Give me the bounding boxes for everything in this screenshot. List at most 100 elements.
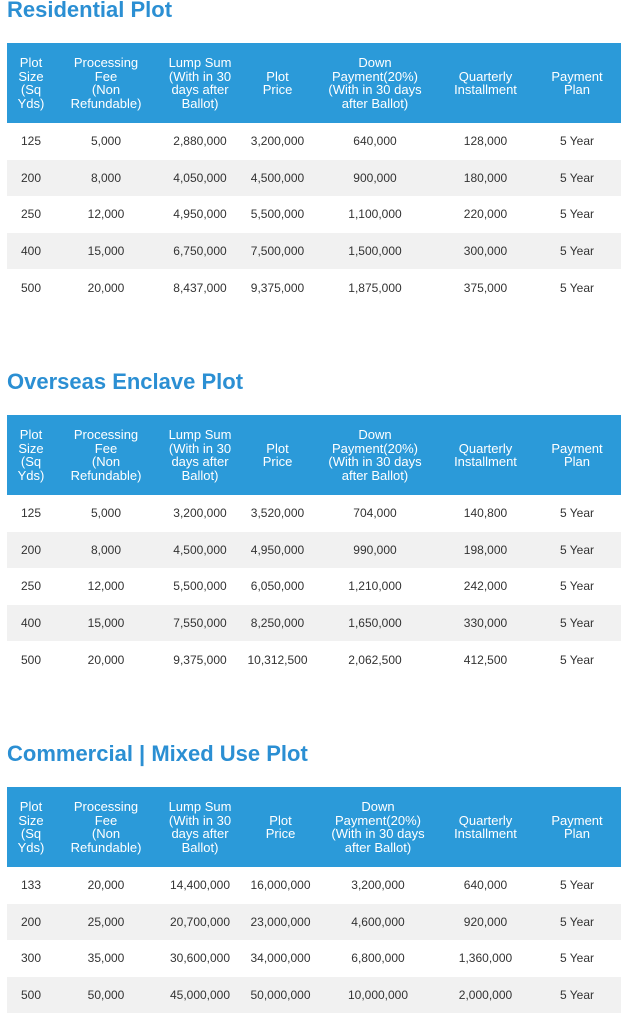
cell-quarterly-installment: 1,360,000 — [438, 940, 533, 977]
cell-processing-fee: 15,000 — [55, 604, 157, 642]
cell-plot-size: 133 — [7, 867, 55, 904]
cell-processing-fee: 12,000 — [55, 568, 157, 605]
table-row: 125 5,000 3,200,000 3,520,000 704,000 140,800… — [7, 495, 621, 532]
cell-payment-plan: 5 Year — [533, 269, 621, 306]
cell-lump-sum: 8,437,000 — [157, 269, 243, 306]
cell-plot-price: 3,200,000 — [243, 123, 312, 160]
cell-processing-fee: 20,000 — [55, 641, 157, 678]
cell-payment-plan: 5 Year — [533, 940, 621, 977]
cell-quarterly-installment: 330,000 — [438, 604, 533, 642]
cell-plot-price: 34,000,000 — [243, 940, 318, 977]
cell-plot-size: 125 — [7, 495, 55, 532]
col-header-down-payment: Down Payment(20%) (With in 30 days after… — [318, 787, 438, 867]
col-header-down-payment: Down Payment(20%) (With in 30 days after… — [312, 415, 438, 495]
col-header-quarterly-installment: Quarterly Installment — [438, 415, 533, 495]
table-row: 250 12,000 4,950,000 5,500,000 1,100,000 220,… — [7, 196, 621, 233]
cell-lump-sum: 14,400,000 — [157, 867, 243, 904]
cell-plot-size: 125 — [7, 123, 55, 160]
cell-down-payment: 1,100,000 — [312, 196, 438, 233]
cell-down-payment: 3,200,000 — [318, 867, 438, 904]
cell-quarterly-installment: 128,000 — [438, 123, 533, 160]
col-header-payment-plan: Payment Plan — [533, 787, 621, 867]
col-header-lump-sum: Lump Sum (With in 30 days after Ballot) — [157, 415, 243, 495]
cell-payment-plan: 5 Year — [533, 604, 621, 642]
cell-processing-fee: 5,000 — [55, 495, 157, 532]
cell-payment-plan: 5 Year — [533, 903, 621, 941]
cell-processing-fee: 8,000 — [55, 159, 157, 197]
table-row: 500 20,000 9,375,000 10,312,500 2,062,500 412… — [7, 641, 621, 678]
cell-payment-plan: 5 Year — [533, 531, 621, 569]
table-row: 200 8,000 4,500,000 4,950,000 990,000 198,000… — [7, 531, 621, 569]
cell-payment-plan: 5 Year — [533, 196, 621, 233]
col-header-lump-sum: Lump Sum (With in 30 days after Ballot) — [157, 43, 243, 123]
col-header-processing-fee: Processing Fee (Non Refundable) — [55, 43, 157, 123]
cell-down-payment: 10,000,000 — [318, 976, 438, 1014]
cell-lump-sum: 45,000,000 — [157, 976, 243, 1014]
cell-lump-sum: 5,500,000 — [157, 568, 243, 605]
cell-plot-size: 500 — [7, 976, 55, 1014]
table-header-row: Plot Size (Sq Yds) Processing Fee (Non R… — [7, 43, 621, 123]
cell-plot-size: 250 — [7, 568, 55, 605]
cell-lump-sum: 7,550,000 — [157, 604, 243, 642]
cell-lump-sum: 4,950,000 — [157, 196, 243, 233]
cell-quarterly-installment: 375,000 — [438, 269, 533, 306]
cell-plot-size: 300 — [7, 940, 55, 977]
cell-plot-price: 23,000,000 — [243, 903, 318, 941]
cell-plot-price: 4,500,000 — [243, 159, 312, 197]
table-header-row: Plot Size (Sq Yds) Processing Fee (Non R… — [7, 415, 621, 495]
table-row: 133 20,000 14,400,000 16,000,000 3,200,000 64… — [7, 867, 621, 904]
overseas-price-table: Plot Size (Sq Yds) Processing Fee (Non R… — [7, 415, 621, 678]
cell-plot-size: 200 — [7, 903, 55, 941]
cell-processing-fee: 12,000 — [55, 196, 157, 233]
cell-processing-fee: 15,000 — [55, 232, 157, 270]
cell-quarterly-installment: 180,000 — [438, 159, 533, 197]
cell-quarterly-installment: 220,000 — [438, 196, 533, 233]
cell-down-payment: 2,062,500 — [312, 641, 438, 678]
table-row: 200 25,000 20,700,000 23,000,000 4,600,000 92… — [7, 903, 621, 941]
cell-plot-size: 250 — [7, 196, 55, 233]
cell-payment-plan: 5 Year — [533, 159, 621, 197]
table-body: 125 5,000 3,200,000 3,520,000 704,000 140,800… — [7, 495, 621, 678]
col-header-quarterly-installment: Quarterly Installment — [438, 787, 533, 867]
cell-plot-size: 500 — [7, 641, 55, 678]
table-row: 500 20,000 8,437,000 9,375,000 1,875,000 375,… — [7, 269, 621, 306]
table-row: 300 35,000 30,600,000 34,000,000 6,800,000 1,… — [7, 940, 621, 977]
cell-quarterly-installment: 920,000 — [438, 903, 533, 941]
cell-payment-plan: 5 Year — [533, 123, 621, 160]
cell-plot-price: 5,500,000 — [243, 196, 312, 233]
cell-lump-sum: 6,750,000 — [157, 232, 243, 270]
col-header-plot-size: Plot Size (Sq Yds) — [7, 43, 55, 123]
cell-lump-sum: 30,600,000 — [157, 940, 243, 977]
table-row: 400 15,000 6,750,000 7,500,000 1,500,000 300,… — [7, 232, 621, 270]
cell-quarterly-installment: 242,000 — [438, 568, 533, 605]
cell-lump-sum: 4,050,000 — [157, 159, 243, 197]
cell-payment-plan: 5 Year — [533, 867, 621, 904]
cell-processing-fee: 20,000 — [55, 269, 157, 306]
table-row: 125 5,000 2,880,000 3,200,000 640,000 128,000… — [7, 123, 621, 160]
cell-plot-price: 6,050,000 — [243, 568, 312, 605]
cell-processing-fee: 25,000 — [55, 903, 157, 941]
cell-payment-plan: 5 Year — [533, 495, 621, 532]
cell-processing-fee: 20,000 — [55, 867, 157, 904]
col-header-payment-plan: Payment Plan — [533, 415, 621, 495]
col-header-plot-price: Plot Price — [243, 415, 312, 495]
section-title: Residential Plot — [7, 0, 173, 22]
cell-down-payment: 1,500,000 — [312, 232, 438, 270]
cell-quarterly-installment: 412,500 — [438, 641, 533, 678]
cell-plot-size: 200 — [7, 531, 55, 569]
col-header-lump-sum: Lump Sum (With in 30 days after Ballot) — [157, 787, 243, 867]
table-body: 125 5,000 2,880,000 3,200,000 640,000 128,000… — [7, 123, 621, 306]
table-row: 250 12,000 5,500,000 6,050,000 1,210,000 242,… — [7, 568, 621, 605]
cell-quarterly-installment: 2,000,000 — [438, 976, 533, 1014]
table-row: 500 50,000 45,000,000 50,000,000 10,000,000 2… — [7, 976, 621, 1014]
cell-plot-price: 8,250,000 — [243, 604, 312, 642]
cell-lump-sum: 4,500,000 — [157, 531, 243, 569]
cell-down-payment: 990,000 — [312, 531, 438, 569]
cell-plot-price: 10,312,500 — [243, 641, 312, 678]
cell-processing-fee: 50,000 — [55, 976, 157, 1014]
cell-plot-size: 500 — [7, 269, 55, 306]
cell-lump-sum: 3,200,000 — [157, 495, 243, 532]
cell-quarterly-installment: 198,000 — [438, 531, 533, 569]
cell-down-payment: 1,210,000 — [312, 568, 438, 605]
col-header-processing-fee: Processing Fee (Non Refundable) — [55, 415, 157, 495]
